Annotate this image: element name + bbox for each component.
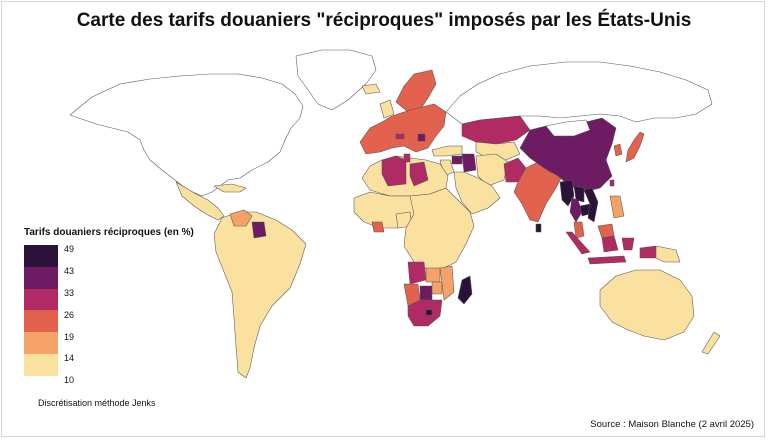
region-united-kingdom	[379, 99, 395, 119]
region-greenland	[295, 49, 377, 111]
legend-swatch-5	[24, 332, 58, 354]
method-note: Discrétisation méthode Jenks	[38, 398, 156, 408]
region-indonesia-java	[587, 255, 627, 265]
region-madagascar	[457, 275, 473, 305]
region-tunisia	[403, 153, 411, 163]
region-lesotho	[425, 309, 433, 316]
legend-label-43: 43	[64, 266, 75, 276]
region-indonesia-borneo	[601, 235, 619, 253]
region-new-zealand	[701, 331, 721, 355]
region-laos	[573, 185, 585, 203]
region-indonesia-sulawesi	[621, 237, 635, 251]
legend-swatch-3	[24, 288, 58, 311]
region-caribbean	[213, 183, 247, 193]
region-thailand	[569, 197, 583, 223]
region-venezuela	[229, 209, 253, 227]
region-indonesia-sumatra	[565, 231, 591, 255]
legend-label-49: 49	[64, 244, 75, 254]
legend-label-14: 14	[64, 353, 75, 363]
region-algeria	[381, 155, 407, 187]
region-vietnam	[583, 187, 599, 223]
legend-color-ramp	[24, 245, 58, 376]
region-sri-lanka	[535, 223, 542, 233]
region-indonesia-papua	[639, 245, 657, 259]
region-angola	[407, 261, 427, 285]
region-iceland	[361, 83, 381, 95]
legend-label-26: 26	[64, 310, 75, 320]
region-north-america	[69, 73, 304, 197]
region-malaysia	[573, 221, 585, 239]
region-arabian-peninsula	[453, 171, 501, 215]
region-kazakhstan	[461, 115, 531, 145]
region-zimbabwe	[431, 281, 443, 295]
source-note: Source : Maison Blanche (2 avril 2025)	[590, 419, 754, 430]
legend-title: Tarifs douaniers réciproques (en %)	[24, 227, 194, 238]
region-botswana	[419, 285, 433, 301]
map-title: Carte des tarifs douaniers "réciproques"…	[76, 10, 692, 31]
region-malaysia-borneo	[597, 223, 615, 239]
region-japan	[625, 131, 645, 163]
region-south-africa	[407, 299, 443, 327]
legend-swatch-6	[24, 353, 58, 376]
region-guyana	[251, 221, 267, 239]
legend-label-10: 10	[64, 375, 75, 385]
region-mozambique	[439, 265, 455, 301]
region-papua-new-guinea	[655, 245, 681, 263]
legend-label-33: 33	[64, 288, 75, 298]
region-taiwan	[609, 179, 615, 187]
region-cote-divoire	[371, 221, 385, 233]
legend-swatch-2	[24, 266, 58, 289]
region-syria	[451, 155, 463, 165]
region-zambia	[425, 267, 441, 283]
region-russia	[445, 61, 713, 125]
region-libya	[409, 161, 429, 187]
region-south-korea	[613, 143, 623, 157]
region-south-america	[213, 211, 307, 379]
region-india	[513, 161, 563, 223]
region-iran	[475, 153, 509, 187]
region-central-east-africa	[403, 187, 475, 271]
region-iraq	[461, 153, 477, 173]
legend-label-19: 19	[64, 332, 75, 342]
region-myanmar	[559, 179, 575, 207]
region-australia	[599, 269, 695, 341]
region-european-union	[359, 103, 447, 155]
region-turkey	[431, 145, 463, 157]
region-switzerland	[395, 133, 405, 140]
legend-swatch-4	[24, 310, 58, 333]
region-philippines	[609, 195, 625, 219]
legend-swatch-1	[24, 245, 58, 267]
region-serbia	[417, 133, 426, 142]
region-mongolia	[545, 119, 591, 137]
region-central-america	[175, 181, 225, 221]
